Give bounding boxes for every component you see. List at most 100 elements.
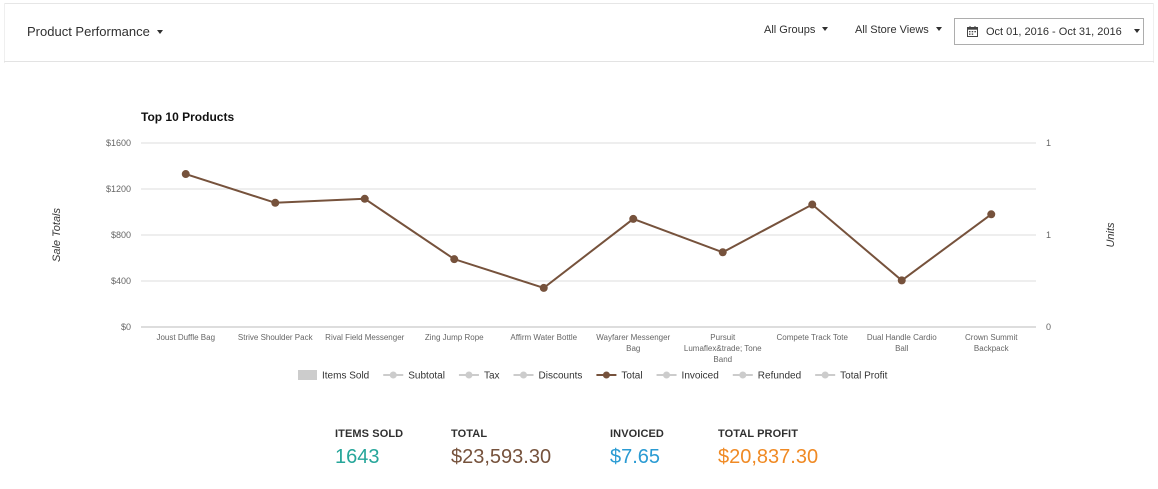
report-type-label: Product Performance — [27, 24, 150, 39]
legend-label: Total — [621, 371, 642, 382]
calendar-icon — [967, 26, 978, 37]
x-tick-label-line: Pursuit — [710, 333, 736, 342]
data-point — [897, 276, 906, 285]
x-tick-label: Wayfarer Messenger Bag — [596, 333, 670, 353]
summary-items-sold: Items Sold 1643 — [335, 428, 403, 469]
date-range-picker[interactable]: Oct 01, 2016 - Oct 31, 2016 — [954, 18, 1144, 45]
legend-item[interactable]: Items Sold — [298, 370, 369, 382]
summary-total: Total $23,593.30 — [451, 428, 551, 469]
x-tick-label-line: Zing Jump Rope — [425, 333, 484, 342]
x-tick-label-line: Rival Field Messenger — [325, 333, 404, 342]
store-views-filter-dropdown[interactable]: All Store Views — [855, 24, 942, 36]
panel-top-border — [4, 3, 1154, 4]
summary-total-value: $23,593.30 — [451, 446, 552, 468]
x-tick-label-line: Dual Handle Cardio — [867, 333, 937, 342]
summary-items-sold-label: Items Sold — [335, 428, 404, 440]
x-tick-label-line: Compete Track Tote — [777, 333, 849, 342]
legend-item[interactable]: Discounts — [513, 371, 583, 382]
y2-axis-title: Units — [1105, 222, 1117, 248]
summary-total-profit-label: Total Profit — [718, 428, 799, 440]
x-tick-label: Joust Duffle Bag — [156, 333, 215, 342]
legend-item[interactable]: Total — [596, 371, 643, 382]
x-tick-label: Strive Shoulder Pack — [238, 333, 314, 342]
data-point — [360, 194, 369, 203]
legend-label: Refunded — [758, 371, 801, 382]
data-point — [450, 255, 459, 264]
legend-label: Invoiced — [682, 371, 719, 382]
x-tick-label: Affirm Water Bottle — [510, 333, 577, 342]
groups-filter-label: All Groups — [764, 24, 816, 36]
panel-left-border — [4, 3, 5, 63]
y-axis-title: Sale Totals — [51, 207, 63, 262]
legend-item[interactable]: Tax — [458, 371, 500, 382]
y-tick-label: $1600 — [106, 138, 131, 148]
data-point — [808, 200, 817, 209]
x-tick-label: Dual Handle Cardio Ball — [867, 333, 937, 353]
x-tick-label: Rival Field Messenger — [325, 333, 404, 342]
chart-title: Top 10 Products — [141, 110, 234, 124]
chevron-down-icon — [822, 27, 829, 32]
summary-total-profit: Total Profit $20,837.30 — [718, 428, 818, 469]
legend-item[interactable]: Total Profit — [815, 371, 888, 382]
legend-swatch-dot — [663, 371, 671, 379]
y2-tick-label: 0 — [1046, 322, 1051, 332]
summary-invoiced-label: Invoiced — [610, 428, 664, 440]
top-products-chart: Top 10 Products $0 $400 $800 $1200 $1600 0 1 1… — [51, 110, 1117, 382]
date-range-label: Oct 01, 2016 - Oct 31, 2016 — [986, 25, 1122, 38]
x-tick-label-line: Strive Shoulder Pack — [238, 333, 314, 342]
x-tick-label-line: Affirm Water Bottle — [510, 333, 577, 342]
x-tick-label-line: Backpack — [974, 344, 1010, 353]
report-type-dropdown[interactable]: Product Performance — [27, 24, 163, 39]
header-divider — [4, 61, 1154, 62]
legend-swatch-dot — [821, 371, 829, 379]
chart-grid — [141, 142, 1036, 328]
legend-swatch-dot — [520, 371, 528, 379]
legend-swatch-dot — [602, 371, 610, 379]
panel-right-border — [1153, 3, 1154, 63]
series-total — [181, 170, 996, 292]
data-point — [987, 210, 996, 219]
data-point — [629, 214, 638, 223]
data-point — [539, 283, 548, 292]
series-line-total — [185, 173, 992, 290]
legend-label: Tax — [484, 371, 500, 382]
legend-swatch-dot — [389, 371, 397, 379]
legend-item[interactable]: Invoiced — [656, 371, 719, 382]
x-tick-label: Compete Track Tote — [777, 333, 849, 342]
legend-label: Items Sold — [322, 371, 369, 382]
x-tick-label-line: Band — [713, 355, 732, 364]
x-tick-label-line: Ball — [895, 344, 909, 353]
y2-tick-label: 1 — [1046, 230, 1051, 240]
summary-total-profit-value: $20,837.30 — [718, 446, 819, 468]
y-tick-label: $400 — [111, 276, 131, 286]
y-tick-label: $800 — [111, 230, 131, 240]
x-tick-label: Pursuit Lumaflex&trade; Tone Band — [684, 333, 762, 364]
legend-label: Discounts — [539, 371, 583, 382]
x-tick-label: Zing Jump Rope — [425, 333, 484, 342]
y-tick-label: $1200 — [106, 184, 131, 194]
summary-invoiced: Invoiced $7.65 — [610, 428, 664, 469]
chart-legend: Items Sold Subtotal Tax Discounts Total Invoi… — [298, 370, 888, 382]
legend-swatch-dot — [465, 371, 473, 379]
summary-invoiced-value: $7.65 — [610, 446, 661, 468]
legend-item[interactable]: Refunded — [732, 371, 801, 382]
x-tick-label-line: Crown Summit — [965, 333, 1018, 342]
legend-label: Subtotal — [408, 371, 445, 382]
x-axis: Joust Duffle Bag Strive Shoulder Pack Riva… — [156, 333, 1018, 364]
chevron-down-icon — [935, 27, 942, 32]
x-tick-label-line: Wayfarer Messenger — [596, 333, 670, 342]
chevron-down-icon — [1133, 28, 1140, 33]
store-views-filter-label: All Store Views — [855, 24, 929, 36]
groups-filter-dropdown[interactable]: All Groups — [764, 24, 829, 36]
legend-swatch — [298, 370, 317, 380]
x-tick-label-line: Bag — [626, 344, 640, 353]
summary-items-sold-value: 1643 — [335, 446, 380, 468]
x-tick-label-line: Joust Duffle Bag — [156, 333, 215, 342]
y2-tick-label: 1 — [1046, 138, 1051, 148]
x-tick-label: Crown Summit Backpack — [965, 333, 1018, 353]
legend-label: Total Profit — [840, 371, 887, 382]
data-point — [718, 248, 727, 257]
data-point — [181, 170, 190, 179]
y-tick-label: $0 — [121, 322, 131, 332]
legend-item[interactable]: Subtotal — [383, 371, 445, 382]
